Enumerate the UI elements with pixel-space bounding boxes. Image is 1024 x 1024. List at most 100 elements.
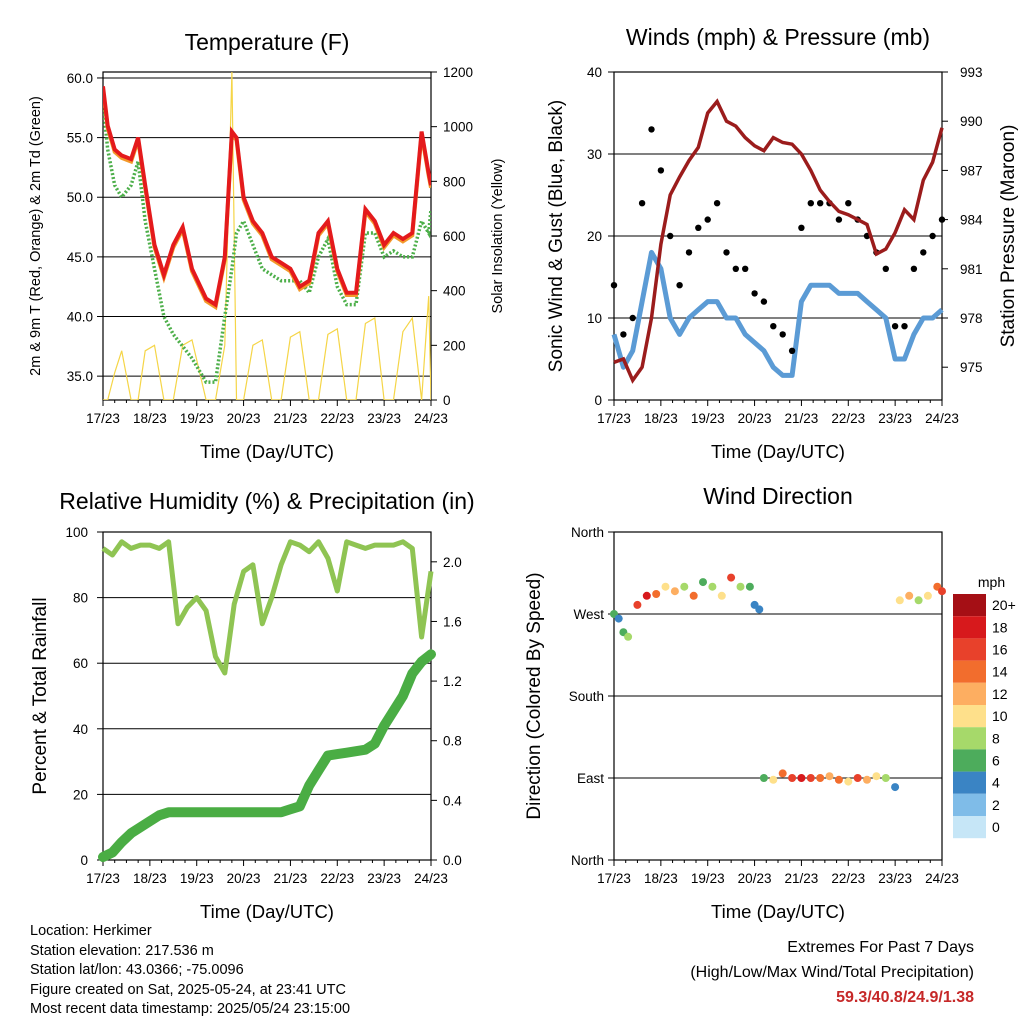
info-location: Location: Herkimer (30, 923, 152, 939)
winds-xtick-label: 21/23 (785, 411, 819, 426)
direction-legend-swatch (953, 638, 986, 661)
gust-point (835, 216, 843, 223)
winds-title: Winds (mph) & Pressure (mb) (626, 24, 930, 50)
humidity-ylabel: Percent & Total Rainfall (30, 597, 51, 794)
direction-panel (608, 531, 986, 866)
direction-point (755, 605, 764, 614)
temperature-xtick-label: 24/23 (414, 411, 448, 426)
direction-point (745, 582, 754, 591)
info-elevation: Station elevation: 217.536 m (30, 942, 214, 959)
direction-legend-label: 14 (992, 664, 1008, 680)
temperature-y2tick-label: 800 (443, 174, 466, 189)
direction-ytick-label: North (571, 853, 604, 868)
winds-y2tick-label: 978 (960, 311, 983, 326)
humidity-y2tick-label: 2.0 (443, 555, 462, 570)
gust-point (779, 331, 786, 338)
temperature-xtick-label: 17/23 (86, 411, 120, 426)
temperature-y2label: Solar Insolation (Yellow) (490, 158, 506, 313)
direction-point (759, 774, 768, 782)
direction-legend-swatch (953, 705, 986, 728)
humidity-xtick-label: 23/23 (367, 871, 401, 886)
direction-legend-label: 18 (992, 619, 1008, 635)
humidity-ytick-label: 0 (80, 853, 88, 868)
temperature-y2tick-label: 1200 (443, 65, 473, 80)
gust-point (638, 200, 646, 207)
direction-xtick-label: 17/23 (597, 871, 631, 886)
humidity-ytick-label: 80 (73, 591, 88, 606)
direction-legend-swatch (953, 682, 986, 705)
temp-9m-line (103, 89, 431, 311)
direction-point (816, 774, 825, 782)
direction-xtick-label: 20/23 (738, 871, 772, 886)
winds-y2tick-label: 987 (960, 163, 983, 178)
direction-point (689, 591, 698, 600)
sonic-wind-line (611, 249, 944, 378)
temperature-ytick-label: 60.0 (67, 71, 93, 86)
direction-point (923, 591, 932, 600)
direction-xlabel: Time (Day/UTC) (711, 901, 845, 922)
humidity-ytick-label: 40 (73, 722, 88, 737)
humidity-xtick-label: 20/23 (227, 871, 261, 886)
winds-ytick-label: 40 (587, 65, 602, 80)
winds-y2tick-label: 984 (960, 213, 983, 228)
winds-ylabel: Sonic Wind & Gust (Blue, Black) (546, 100, 567, 372)
gust-point (798, 224, 805, 231)
winds-ytick-label: 0 (594, 393, 602, 408)
gust-point (845, 200, 852, 207)
winds-ytick-label: 30 (587, 147, 602, 162)
temperature-xtick-label: 18/23 (133, 411, 167, 426)
direction-point (891, 783, 900, 792)
direction-legend-label: 20+ (992, 597, 1016, 613)
temperature-xtick-label: 22/23 (320, 411, 354, 426)
winds-xtick-label: 24/23 (925, 411, 959, 426)
gust-point (788, 347, 796, 354)
direction-point (633, 600, 642, 609)
direction-legend-swatch (953, 816, 986, 839)
temperature-ylabel: 2m & 9m T (Red, Orange) & 2m Td (Green) (28, 96, 44, 376)
relative-humidity-line (101, 539, 434, 676)
gust-point (929, 232, 936, 240)
temperature-ytick-label: 35.0 (67, 369, 93, 384)
humidity-ytick-label: 60 (73, 656, 88, 671)
direction-point (699, 578, 707, 587)
direction-xtick-label: 21/23 (785, 871, 819, 886)
extremes-title: Extremes For Past 7 Days (787, 939, 974, 956)
humidity-y2tick-label: 0.4 (443, 793, 462, 808)
gust-point (704, 216, 711, 223)
winds-panel (608, 71, 948, 406)
temperature-y2tick-label: 1000 (443, 120, 473, 135)
temperature-ytick-label: 45.0 (67, 250, 93, 265)
temp-2m-line (103, 86, 431, 308)
direction-point (895, 596, 904, 605)
direction-legend-label: 4 (992, 775, 1000, 791)
winds-ytick-label: 10 (587, 311, 602, 326)
direction-point (778, 769, 787, 778)
gust-point (732, 265, 739, 272)
total-precipitation-line (98, 649, 436, 862)
temperature-y2tick-label: 200 (443, 338, 466, 353)
direction-point (872, 772, 881, 781)
winds-y2tick-label: 990 (960, 114, 983, 129)
gust-point (610, 282, 618, 289)
direction-point (624, 632, 633, 641)
direction-point (769, 775, 778, 784)
humidity-xtick-label: 17/23 (86, 871, 120, 886)
direction-point (670, 587, 679, 596)
temperature-xtick-label: 21/23 (274, 411, 308, 426)
direction-xtick-label: 22/23 (831, 871, 865, 886)
direction-point (881, 774, 890, 782)
direction-ytick-label: East (577, 771, 604, 786)
direction-ytick-label: North (571, 525, 604, 540)
direction-point (736, 582, 745, 591)
gust-point (882, 265, 889, 272)
gust-point (760, 298, 768, 305)
winds-xtick-label: 20/23 (738, 411, 772, 426)
temperature-ytick-label: 50.0 (67, 190, 93, 205)
direction-point (825, 772, 834, 781)
gust-point (713, 200, 721, 207)
gust-point (920, 249, 927, 256)
direction-xtick-label: 24/23 (925, 871, 959, 886)
gust-point (685, 249, 693, 256)
winds-y2tick-label: 981 (960, 262, 983, 277)
dewpoint-line (103, 101, 431, 384)
